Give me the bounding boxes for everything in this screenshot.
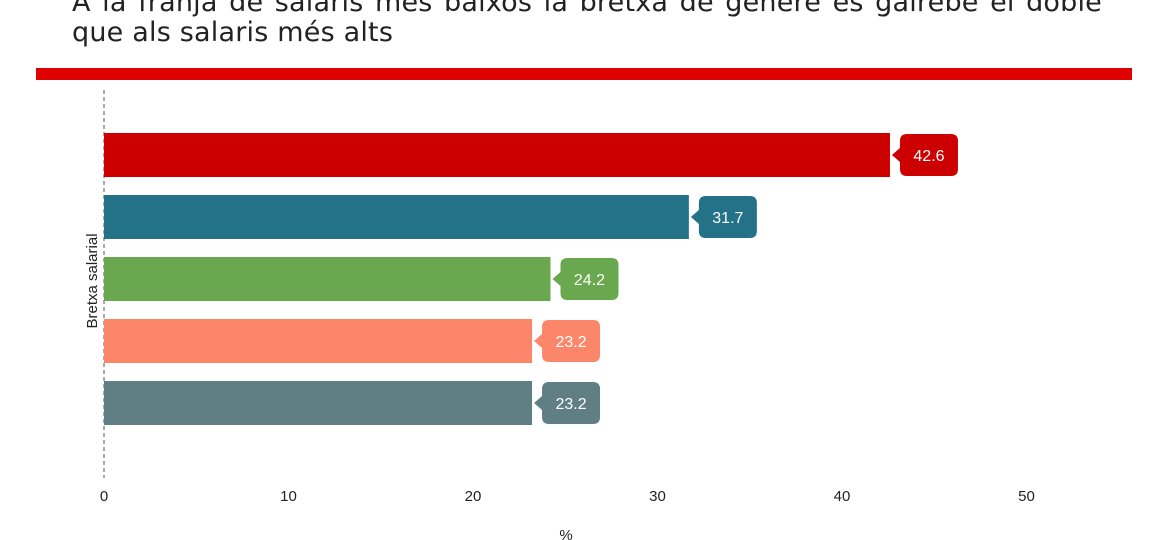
value-callout-bubble-0 [891, 134, 958, 176]
x-tick-label-10: 10 [280, 488, 297, 505]
x-axis-ticks: 0 10 20 30 40 50 [100, 488, 1035, 505]
bar-0 [104, 133, 890, 177]
x-tick-label-20: 20 [465, 488, 482, 505]
value-callout-4: 23.2 [534, 382, 601, 424]
value-callout-bubble-2 [552, 258, 619, 300]
x-tick-label-30: 30 [649, 488, 666, 505]
bar-4 [104, 381, 533, 425]
value-label-4: 23.2 [555, 396, 586, 413]
bar-3 [104, 319, 533, 363]
value-label-3: 23.2 [555, 334, 586, 351]
value-callout-1: 31.7 [690, 196, 757, 238]
chart-title: A la franja de salaris més baixos la bre… [72, 0, 1102, 48]
value-callout-2: 24.2 [552, 258, 619, 300]
title-accent-bar [36, 68, 1132, 80]
value-label-1: 31.7 [712, 210, 743, 227]
x-tick-label-40: 40 [834, 488, 851, 505]
x-tick-label-50: 50 [1018, 488, 1035, 505]
x-axis-title: % [559, 527, 572, 540]
value-label-2: 24.2 [574, 272, 605, 289]
x-tick-label-0: 0 [100, 488, 108, 505]
value-callout-bubble-3 [534, 320, 601, 362]
bar-1 [104, 195, 689, 239]
bar-2 [104, 257, 551, 301]
value-callout-bubble-1 [690, 196, 757, 238]
value-callout-3: 23.2 [534, 320, 601, 362]
value-callout-0: 42.6 [891, 134, 958, 176]
chart-title-block: A la franja de salaris més baixos la bre… [72, 0, 1102, 48]
value-label-0: 42.6 [913, 148, 944, 165]
value-labels-group: 42.6 31.7 24.2 23.2 23.2 [534, 134, 958, 424]
bars-group [104, 133, 890, 425]
value-callout-bubble-4 [534, 382, 601, 424]
y-axis-title: Bretxa salarial [84, 233, 101, 328]
